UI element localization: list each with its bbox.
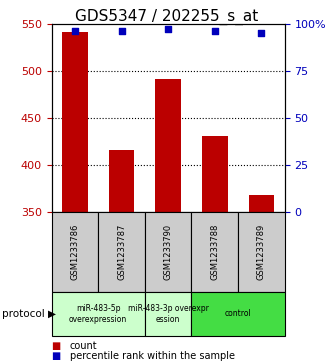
Point [259,30,264,36]
Bar [202,136,228,212]
Bar [248,195,274,212]
Text: ■: ■ [52,351,61,362]
Text: GSM1233786: GSM1233786 [70,224,80,281]
Text: GSM1233787: GSM1233787 [117,224,126,281]
Text: count: count [70,340,98,351]
Text: protocol ▶: protocol ▶ [2,309,56,319]
Text: GSM1233788: GSM1233788 [210,224,219,281]
Text: miR-483-3p overexpr
ession: miR-483-3p overexpr ession [128,304,208,324]
Bar [109,150,134,212]
Bar [155,79,181,212]
Text: GSM1233790: GSM1233790 [164,224,173,280]
Point [166,26,171,32]
Text: GSM1233789: GSM1233789 [257,224,266,280]
Text: miR-483-5p
overexpression: miR-483-5p overexpression [69,304,127,324]
Point [72,28,78,34]
Text: GDS5347 / 202255_s_at: GDS5347 / 202255_s_at [75,9,258,25]
Bar [62,32,88,212]
Point [212,28,217,34]
Text: percentile rank within the sample: percentile rank within the sample [70,351,235,362]
Text: ■: ■ [52,340,61,351]
Point [119,28,124,34]
Text: control: control [225,310,251,318]
